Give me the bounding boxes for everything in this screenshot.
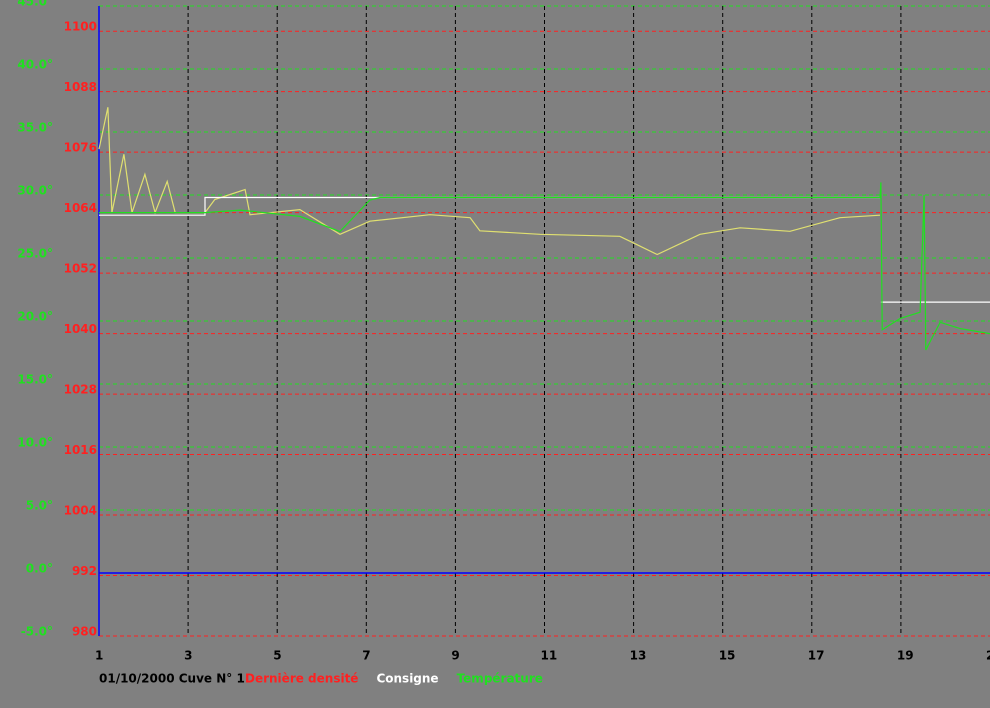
legend-entry: Consigne: [376, 672, 438, 686]
y-tick-label: 35.0°: [17, 121, 53, 135]
y-tick-label: -5.0°: [21, 625, 53, 639]
y-tick-label: 15.0°: [17, 373, 53, 387]
y-tick-label: 10.0°: [17, 436, 53, 450]
x-tick-label: 11: [541, 649, 558, 663]
x-tick-label: 9: [451, 649, 459, 663]
x-tick-label: 7: [362, 649, 370, 663]
y2-tick-label: 1076: [64, 141, 97, 155]
x-tick-label: 13: [630, 649, 647, 663]
x-tick-label: 21: [986, 649, 990, 663]
x-tick-label: 3: [184, 649, 192, 663]
legend-entry: Température: [457, 672, 543, 686]
y2-tick-label: 992: [72, 564, 97, 578]
legend-entry: Dernière densité: [245, 672, 358, 686]
y-tick-label: 45.0°: [17, 0, 53, 9]
y2-tick-label: 1004: [64, 504, 97, 518]
y2-tick-label: 1100: [64, 20, 97, 34]
y-tick-label: 25.0°: [17, 247, 53, 261]
y-tick-label: 5.0°: [26, 499, 53, 513]
y2-tick-label: 1040: [64, 322, 97, 336]
x-tick-label: 19: [897, 649, 914, 663]
x-tick-label: 5: [273, 649, 281, 663]
y2-tick-label: 1052: [64, 262, 97, 276]
y2-tick-label: 1016: [64, 443, 97, 457]
x-tick-label: 15: [719, 649, 736, 663]
data-line: [99, 182, 990, 351]
y2-tick-label: 980: [72, 625, 97, 639]
footer: 01/10/2000 Cuve N° 1: [99, 672, 245, 686]
data-line: [98, 107, 881, 256]
y-tick-label: 40.0°: [17, 58, 53, 72]
y2-tick-label: 1088: [64, 80, 97, 94]
y-tick-label: 30.0°: [17, 184, 53, 198]
y2-tick-label: 1028: [64, 383, 97, 397]
x-tick-label: 1: [95, 649, 103, 663]
x-tick-label: 17: [808, 649, 825, 663]
y-tick-label: 20.0°: [17, 310, 53, 324]
y2-tick-label: 1064: [64, 201, 97, 215]
y-tick-label: 0.0°: [26, 562, 53, 576]
